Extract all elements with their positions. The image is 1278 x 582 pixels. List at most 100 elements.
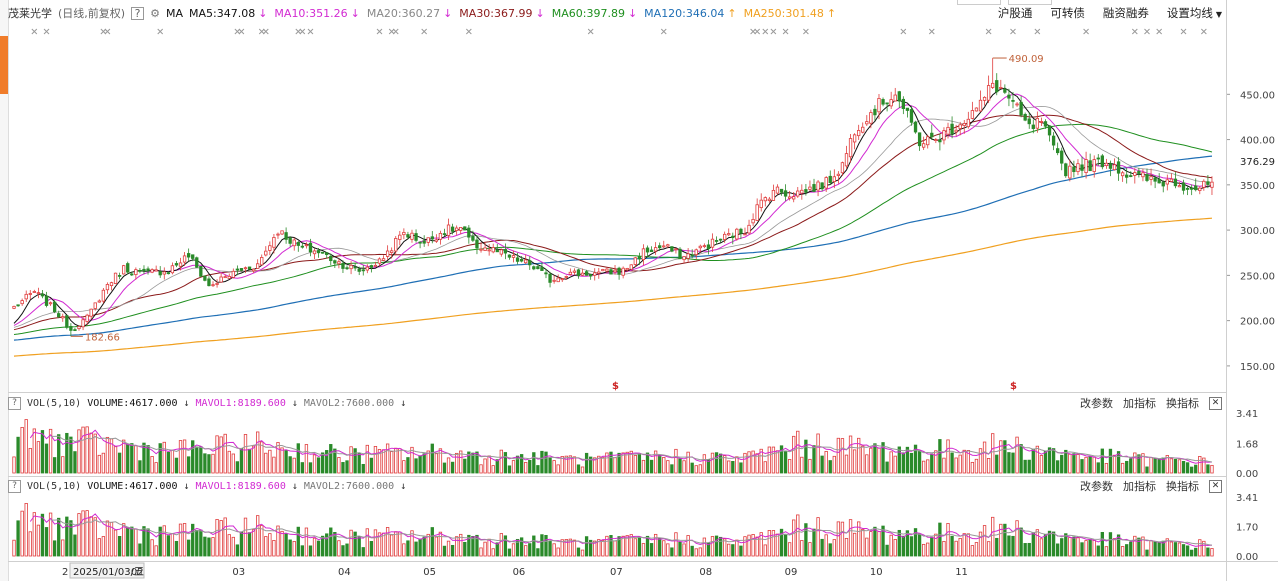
volume-bar-up — [1133, 452, 1137, 474]
volume-bar-down — [16, 520, 20, 557]
candle-up — [893, 94, 897, 102]
edit-params-button[interactable]: 改参数 — [1080, 397, 1113, 410]
volume-bar-down — [158, 526, 162, 557]
volume-bar-down — [1023, 543, 1027, 557]
candle-down — [1023, 113, 1027, 121]
volume-bar-up — [170, 533, 175, 557]
volume-bar-down — [905, 446, 910, 474]
candle-down — [515, 257, 520, 262]
candle-down — [670, 246, 674, 252]
candle-down — [300, 245, 305, 248]
top-tab-outline — [957, 0, 1001, 5]
volume-bar-up — [727, 543, 731, 557]
volume-bar-down — [1190, 466, 1194, 474]
volume-bar-up — [1202, 540, 1206, 557]
help-icon[interactable]: ? — [8, 396, 21, 410]
volume-bar-up — [251, 529, 256, 557]
volume-bar-down — [195, 446, 199, 474]
candle-down — [207, 278, 211, 287]
candle-down — [284, 232, 288, 240]
volume-bar-down — [873, 526, 877, 557]
signal-mark-icon — [762, 28, 769, 35]
volume-bar-up — [381, 449, 386, 474]
volume-bar-up — [1210, 464, 1214, 474]
volume-bar-down — [1003, 523, 1007, 557]
volume-bar-down — [463, 458, 467, 474]
candle-up — [81, 319, 85, 328]
volume-bar-down — [507, 548, 512, 557]
close-icon[interactable]: ✕ — [1209, 479, 1222, 493]
volume-bar-up — [487, 538, 491, 557]
menu-convertible-bond[interactable]: 可转债 — [1050, 6, 1085, 20]
edit-params-button[interactable]: 改参数 — [1080, 480, 1113, 493]
menu-hgt[interactable]: 沪股通 — [997, 6, 1033, 20]
volume-bar-down — [1181, 544, 1186, 557]
volume-bar-up — [410, 446, 414, 474]
volume-bar-up — [787, 542, 792, 557]
volume-bar-up — [272, 539, 276, 557]
candle-down — [528, 260, 532, 266]
volume-bar-down — [442, 462, 447, 474]
candle-down — [548, 273, 552, 283]
candle-up — [552, 279, 556, 282]
signal-mark-icon — [104, 28, 111, 35]
volume-bar-up — [564, 455, 568, 474]
candle-up — [958, 124, 962, 129]
volume-bar-down — [44, 527, 49, 557]
switch-indicator-button[interactable]: 换指标 — [1166, 480, 1199, 493]
volume-bar-up — [280, 447, 284, 474]
volume-bar-up — [942, 540, 946, 557]
ma-value-4: MA60:397.89 — [551, 6, 625, 20]
volume-bar-up — [991, 433, 995, 474]
volume-bar-up — [560, 539, 564, 557]
volume-bar-up — [377, 532, 382, 557]
menu-ma-settings[interactable]: 设置均线 ▼ — [1167, 5, 1222, 21]
volume-bar-down — [731, 461, 735, 474]
candle-up — [385, 250, 390, 257]
candle-down — [645, 247, 650, 253]
volume-bar-down — [576, 464, 581, 474]
volume-bar-down — [300, 545, 305, 557]
signal-mark-icon — [803, 28, 809, 35]
date-axis-label: 2 — [62, 567, 68, 578]
volume-bar-up — [101, 452, 106, 474]
help-icon[interactable]: ? — [131, 6, 145, 20]
signal-mark-icon — [900, 28, 907, 35]
mavol2-line — [50, 519, 1213, 546]
volume-bar-up — [28, 531, 32, 557]
volume-bar-up — [454, 536, 459, 557]
volume-bar-down — [69, 436, 73, 474]
add-indicator-button[interactable]: 加指标 — [1123, 397, 1156, 410]
close-icon[interactable]: ✕ — [1209, 396, 1222, 410]
volume-bar-down — [804, 523, 808, 557]
candle-up — [1039, 121, 1044, 123]
settings-gear-icon[interactable]: ⚙ — [150, 6, 160, 20]
candle-up — [633, 257, 637, 265]
volume-bar-up — [593, 540, 597, 557]
volume-bar-down — [528, 459, 532, 474]
volume-bar-up — [597, 455, 601, 474]
volume-bar-down — [1055, 460, 1060, 474]
volume-bar-down — [239, 531, 244, 557]
help-icon[interactable]: ? — [8, 479, 21, 493]
volume-bar-down — [1019, 444, 1023, 474]
candle-up — [162, 271, 166, 275]
signal-mark-icon — [238, 28, 245, 35]
switch-indicator-button[interactable]: 换指标 — [1166, 397, 1199, 410]
volume-bar-up — [215, 519, 219, 557]
left-accent-tab[interactable] — [0, 36, 8, 94]
menu-margin-trading[interactable]: 融资融券 — [1102, 6, 1149, 20]
candle-down — [316, 250, 321, 254]
candle-down — [442, 233, 447, 236]
y-tick-label: 150.00 — [1240, 362, 1275, 373]
volume-bar-down — [406, 540, 410, 557]
candle-up — [113, 272, 118, 284]
volume-bar-down — [1080, 542, 1084, 557]
volume-bar-down — [1051, 531, 1056, 557]
volume-bar-down — [203, 536, 207, 557]
add-indicator-button[interactable]: 加指标 — [1123, 480, 1156, 493]
down-arrow-icon: ↓ — [258, 6, 268, 20]
candle-up — [12, 305, 16, 309]
volume-bar-down — [130, 443, 134, 474]
